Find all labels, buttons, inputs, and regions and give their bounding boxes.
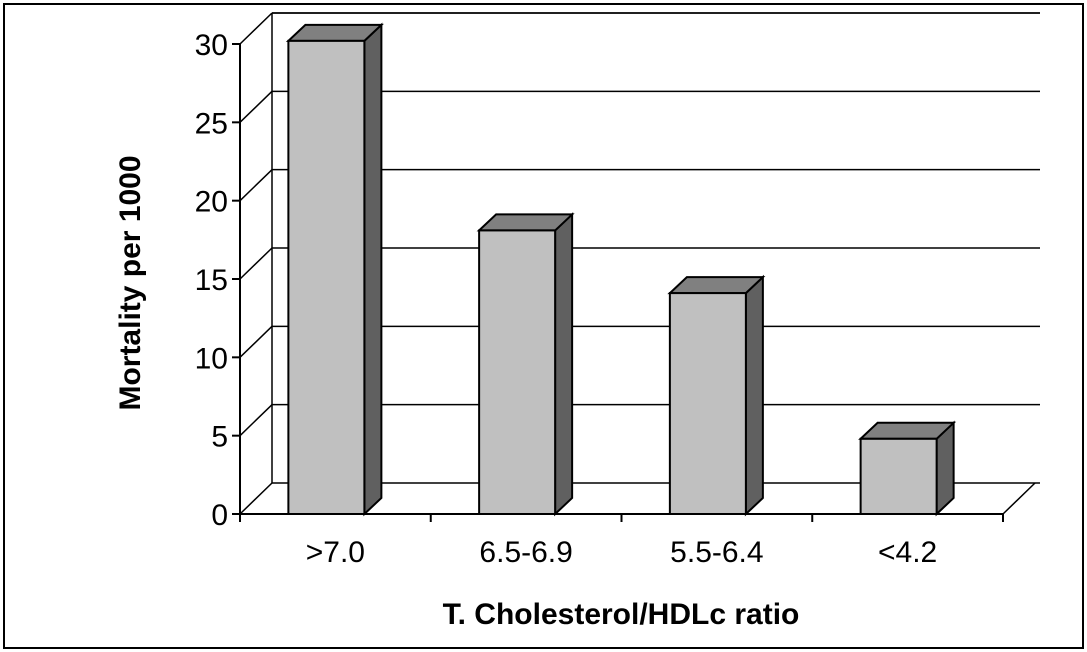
side-wall-line [239, 90, 273, 123]
x-tick-labels: >7.0 6.5-6.9 5.5-6.4 <4.2 [306, 536, 937, 569]
bar [858, 420, 957, 517]
grid-lines [239, 12, 1040, 515]
side-wall-line [239, 404, 273, 437]
y-tick-label: 15 [195, 264, 228, 297]
bar-side [554, 212, 574, 517]
bar [476, 212, 575, 517]
y-tick-label: 0 [211, 499, 228, 532]
side-wall-line [239, 325, 273, 358]
bar [285, 22, 384, 517]
y-tick-label: 5 [211, 421, 228, 454]
y-tick-label: 20 [195, 186, 228, 219]
y-tick-label: 30 [195, 29, 228, 62]
bar-front [668, 292, 747, 515]
x-tick-label: 5.5-6.4 [670, 536, 763, 569]
bar-top [667, 276, 766, 295]
bar-front [287, 39, 366, 515]
x-tick-label: <4.2 [878, 536, 937, 569]
y-axis-title: Mortality per 1000 [114, 155, 147, 410]
x-axis-title: T. Cholesterol/HDLc ratio [443, 598, 800, 631]
y-tick-labels: 0 5 10 15 20 25 30 [195, 29, 228, 532]
bar-side [744, 274, 764, 517]
bar-front [478, 229, 557, 516]
bar-front [859, 437, 938, 515]
floor-right-edge [1002, 482, 1036, 515]
bar-top [476, 213, 575, 232]
y-tick-label: 10 [195, 342, 228, 375]
bar-top [858, 421, 957, 440]
x-tick-label: >7.0 [306, 536, 365, 569]
bars [285, 22, 957, 517]
y-tick-label: 25 [195, 107, 228, 140]
bar-side [363, 22, 383, 517]
x-tick-label: 6.5-6.9 [479, 536, 572, 569]
side-wall-line [239, 12, 273, 45]
side-wall-line [239, 482, 273, 515]
side-wall-line [239, 247, 273, 280]
bar [667, 274, 766, 517]
bar-top [285, 23, 384, 42]
side-wall-line [239, 169, 273, 202]
